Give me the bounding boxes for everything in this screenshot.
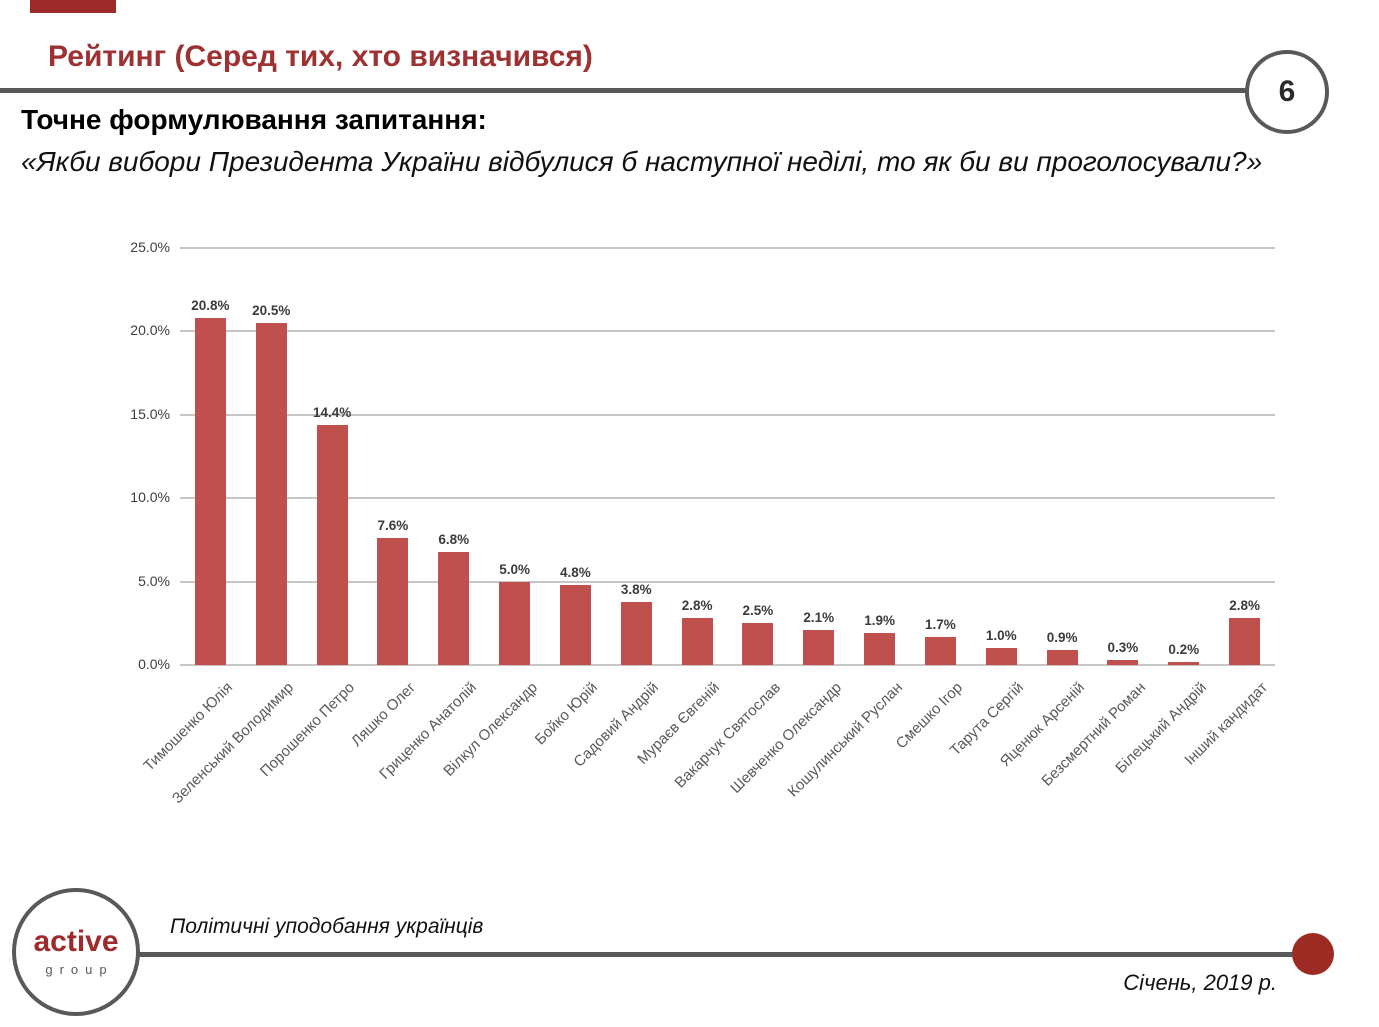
- bar: [803, 629, 835, 665]
- bar-value-label: 2.8%: [1229, 598, 1260, 614]
- page-number-badge: 6: [1245, 50, 1329, 134]
- gridline: [180, 497, 1275, 500]
- top-left-accent-tab: [30, 0, 116, 13]
- bar: [924, 636, 956, 665]
- bar-value-label: 1.9%: [864, 613, 895, 629]
- bar-value-label: 2.8%: [681, 598, 713, 614]
- x-axis-category-label: Кошулинський Руслан: [784, 679, 906, 801]
- bar: [499, 581, 531, 665]
- bar: [1046, 649, 1078, 665]
- bar: [194, 318, 226, 665]
- footer-red-dot: [1292, 933, 1334, 975]
- project-name: Політичні уподобання українців: [170, 915, 484, 938]
- logo-word-active: active: [33, 925, 119, 958]
- gridline: [180, 580, 1275, 583]
- y-axis-tick-label: 25.0%: [130, 239, 170, 255]
- bar-value-label: 0.3%: [1107, 639, 1139, 655]
- footer-divider-line: [138, 952, 1316, 957]
- bar: [255, 323, 287, 665]
- bar-value-label: 20.8%: [191, 298, 230, 314]
- bar-chart: 25.0% 20.0% 15.0% 10.0% 5.0% 0.0% 20.8% Тимошен…: [0, 200, 1379, 880]
- bar-value-label: 5.0%: [499, 561, 530, 577]
- title-divider: [0, 88, 1247, 93]
- bar-value-label: 7.6%: [377, 518, 409, 534]
- bar: [1107, 659, 1139, 665]
- bar-value-label: 2.5%: [742, 603, 774, 619]
- question-text: «Якби вибори Президента України відбулис…: [21, 146, 1263, 177]
- y-axis-tick-label: 20.0%: [130, 322, 170, 339]
- gridline: [180, 413, 1275, 416]
- bar: [377, 538, 409, 665]
- bar: [742, 623, 774, 665]
- question-label: Точне формулювання запитання:: [21, 104, 487, 135]
- y-axis-tick-label: 15.0%: [130, 405, 170, 422]
- x-axis-category-label: Вакарчук Святослав: [671, 679, 784, 792]
- bar: [316, 424, 348, 665]
- bar-value-label: 3.8%: [620, 581, 652, 597]
- bar-value-label: 0.2%: [1168, 641, 1200, 657]
- bar-value-label: 20.5%: [252, 303, 291, 319]
- active-group-logo: active group: [12, 888, 140, 1016]
- bar: [559, 584, 591, 665]
- bar: [864, 633, 896, 665]
- bar-value-label: 14.4%: [312, 404, 352, 420]
- bar: [438, 551, 470, 665]
- x-axis-category-label: Зеленський Володимир: [169, 679, 298, 808]
- x-axis-category-label: Шевченко Олександр: [726, 679, 845, 797]
- x-axis-category-label: Безсмертний Роман: [1038, 679, 1149, 790]
- page-number: 6: [1278, 75, 1296, 108]
- bar-value-label: 1.7%: [925, 616, 956, 632]
- footer-date: Січень, 2019 р.: [1123, 970, 1277, 995]
- bar-value-label: 4.8%: [560, 564, 591, 580]
- bar: [620, 601, 652, 665]
- bar-value-label: 0.9%: [1046, 629, 1078, 645]
- logo-word-group: group: [45, 962, 114, 977]
- bar-value-label: 2.1%: [803, 609, 835, 625]
- bar: [1229, 618, 1261, 665]
- bar: [985, 648, 1017, 665]
- gridline: [180, 247, 1275, 249]
- gridline: [180, 330, 1275, 333]
- bar: [681, 618, 713, 665]
- y-axis-tick-label: 0.0%: [138, 656, 170, 672]
- bar-value-label: 1.0%: [985, 628, 1017, 644]
- bar: [1168, 661, 1200, 665]
- bar-value-label: 6.8%: [438, 531, 470, 547]
- slide-title: Рейтинг (Серед тих, хто визначився): [48, 40, 593, 73]
- gridline: [180, 664, 1275, 666]
- y-axis-tick-label: 10.0%: [130, 489, 170, 506]
- y-axis-tick-label: 5.0%: [138, 572, 170, 589]
